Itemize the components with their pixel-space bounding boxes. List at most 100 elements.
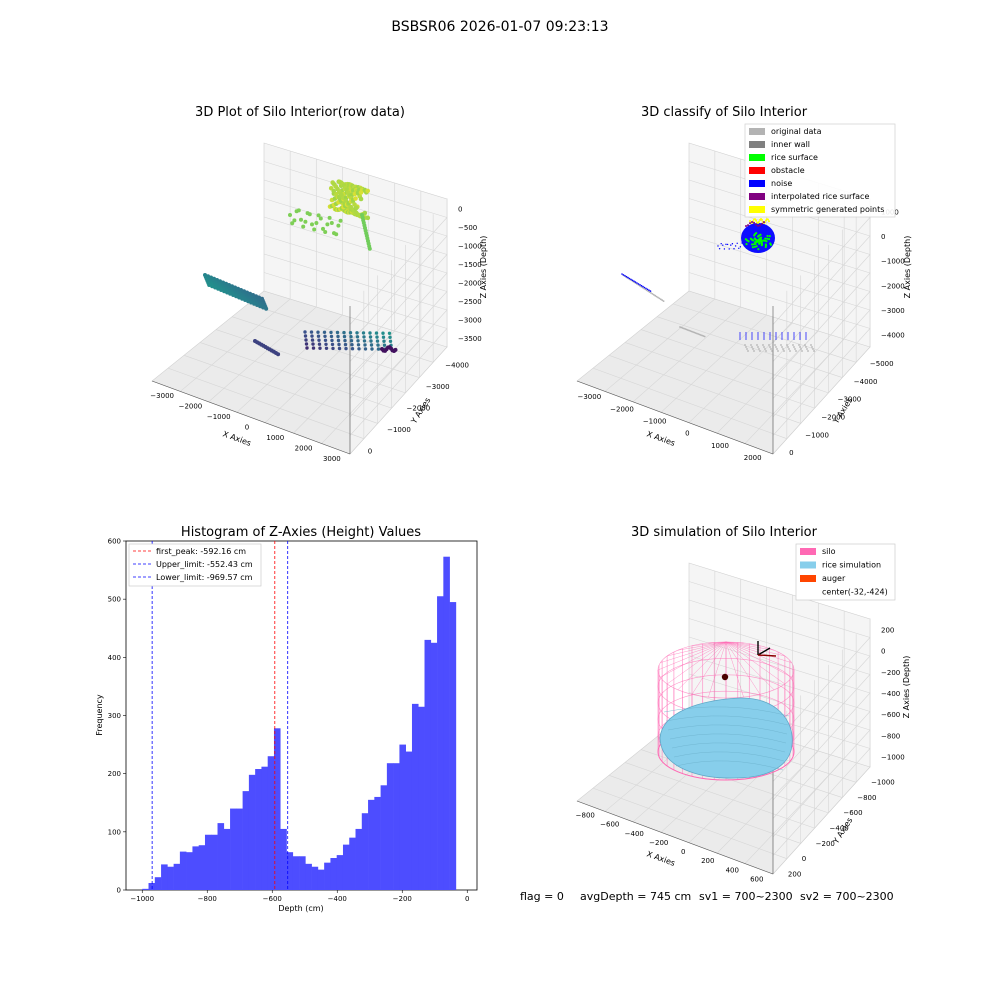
y-tick-label: −2000 bbox=[821, 413, 845, 421]
silo-roof-wire bbox=[660, 641, 727, 663]
data-point bbox=[771, 350, 773, 352]
data-point bbox=[310, 334, 314, 338]
grid-line bbox=[716, 750, 819, 854]
y-tick-label: −200 bbox=[816, 840, 835, 848]
data-point bbox=[362, 335, 366, 339]
data-point bbox=[361, 331, 366, 335]
data-point bbox=[753, 245, 757, 248]
data-point bbox=[358, 190, 364, 195]
data-point bbox=[725, 243, 727, 246]
auger-point bbox=[721, 673, 729, 681]
data-point bbox=[637, 283, 640, 285]
histogram-reference-lines bbox=[151, 541, 289, 890]
data-point bbox=[636, 282, 638, 284]
data-point bbox=[348, 331, 353, 335]
data-point bbox=[642, 285, 644, 288]
grid-line bbox=[208, 306, 317, 403]
data-point bbox=[374, 331, 379, 335]
data-point bbox=[661, 299, 664, 302]
data-point bbox=[768, 344, 770, 346]
histogram-bar bbox=[179, 851, 187, 890]
silo-roof-wire bbox=[725, 641, 795, 671]
data-point bbox=[744, 344, 746, 346]
data-point bbox=[650, 292, 652, 294]
data-point bbox=[358, 196, 364, 202]
data-point bbox=[755, 231, 758, 235]
histogram-bar bbox=[154, 877, 162, 890]
data-point bbox=[651, 293, 654, 295]
x-axis-label-classify: X Axies bbox=[645, 429, 676, 448]
point-cloud-classify bbox=[621, 218, 815, 352]
z-tick-label: −3000 bbox=[881, 307, 905, 315]
histogram-bar bbox=[311, 866, 319, 890]
silo-roof-wire bbox=[657, 641, 727, 671]
histogram-bar bbox=[418, 706, 425, 890]
data-point bbox=[627, 276, 629, 279]
x-axis-label-histogram: Depth (cm) bbox=[278, 904, 323, 913]
auger-marker bbox=[721, 641, 777, 681]
legend-label: rice surface bbox=[771, 153, 818, 162]
data-point bbox=[325, 222, 330, 227]
z-tick-label: −1000 bbox=[881, 258, 905, 266]
data-point bbox=[799, 346, 801, 348]
histogram-bar bbox=[299, 856, 306, 890]
data-point bbox=[762, 344, 764, 346]
data-point bbox=[758, 220, 760, 223]
data-point bbox=[646, 288, 649, 291]
y-tick-label: −1000 bbox=[805, 431, 829, 439]
grid-line bbox=[592, 367, 787, 439]
rice-mesh-line bbox=[663, 706, 790, 717]
z-tick-label: −500 bbox=[458, 224, 477, 232]
data-point bbox=[255, 303, 260, 307]
data-point bbox=[633, 280, 635, 283]
data-point bbox=[763, 346, 765, 348]
data-point bbox=[381, 331, 385, 335]
panel-title-classify: 3D classify of Silo Interior bbox=[641, 105, 808, 120]
data-point bbox=[812, 348, 814, 350]
data-point bbox=[787, 346, 789, 348]
silo-roof-wire bbox=[666, 641, 727, 685]
data-point bbox=[755, 223, 757, 226]
silo-roof-wire bbox=[725, 641, 775, 690]
data-point bbox=[382, 343, 387, 347]
z-tick-label: 0 bbox=[458, 205, 462, 213]
grid-line bbox=[199, 342, 392, 409]
histogram-bar bbox=[443, 556, 450, 890]
x-tick-label: 0 bbox=[681, 848, 685, 856]
rice-mesh-line bbox=[671, 742, 786, 753]
data-point bbox=[231, 293, 236, 297]
data-point bbox=[330, 338, 334, 343]
data-point bbox=[252, 301, 257, 306]
histogram-bar bbox=[386, 763, 394, 890]
orientation-arrow bbox=[757, 654, 777, 657]
rice-mesh-line bbox=[673, 751, 785, 762]
data-point bbox=[794, 348, 796, 350]
data-point bbox=[356, 343, 361, 347]
data-point bbox=[292, 218, 297, 223]
z-tick-label: −400 bbox=[881, 690, 900, 698]
histogram-bar bbox=[280, 828, 287, 890]
data-point bbox=[768, 235, 771, 238]
data-point bbox=[329, 221, 334, 226]
data-point bbox=[349, 335, 353, 339]
histogram-bar bbox=[449, 602, 457, 890]
data-point bbox=[316, 334, 321, 338]
grid-line bbox=[624, 762, 815, 829]
z-tick-label: −4000 bbox=[881, 332, 905, 340]
data-point bbox=[317, 338, 321, 342]
data-point bbox=[348, 204, 354, 210]
footer-flag: flag = 0 bbox=[520, 890, 564, 903]
legend-swatch bbox=[749, 141, 765, 148]
data-point bbox=[369, 339, 373, 343]
data-point bbox=[304, 338, 308, 342]
z-axis-label-raw: Z Axies (Depth) bbox=[479, 236, 488, 299]
data-point bbox=[344, 346, 348, 351]
histogram-bar bbox=[142, 888, 149, 890]
z-tick-label: −3000 bbox=[458, 316, 482, 324]
data-point bbox=[329, 330, 333, 335]
data-point bbox=[228, 291, 233, 296]
data-point bbox=[770, 348, 772, 350]
data-point bbox=[276, 352, 281, 357]
silo-roof-wire bbox=[725, 641, 761, 695]
data-point bbox=[350, 347, 355, 351]
